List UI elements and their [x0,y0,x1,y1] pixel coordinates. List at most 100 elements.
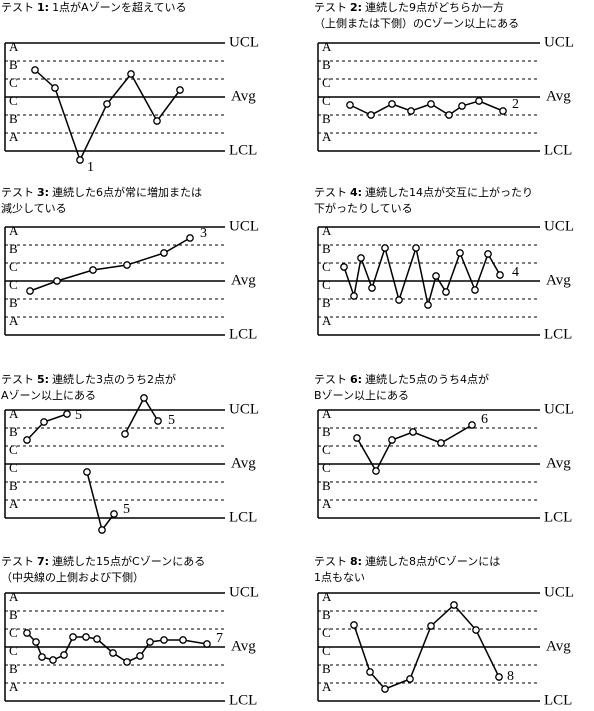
rule-panel: テスト 6: 連続した5点のうち4点がBゾーン以上にあるABCCBAUCLAvgLC… [314,372,574,525]
zone-label: A [322,406,332,421]
data-point [23,436,31,444]
point-label: 1 [87,160,94,175]
title-text: （上側または下側）のCゾーン以上にある [314,17,519,30]
panel-title: Aゾーン以上にある [1,389,96,402]
panel-title: テスト 5: 連続した3点のうち2点が [1,372,176,386]
zone-label: B [322,424,331,439]
point-label: 6 [481,412,488,427]
panel-title: テスト 8: 連続した8点がCゾーンには [314,554,500,568]
data-point [109,649,117,657]
data-point [154,417,162,425]
data-point [437,439,445,447]
data-line [29,237,191,292]
title-prefix: テスト [314,555,347,568]
zone-label: B [9,478,18,493]
title-prefix: テスト [1,373,34,386]
title-text: 1点がAゾーンを超えている [52,0,186,14]
lcl-label: LCL [544,142,572,158]
panel-title: （中央線の上側および下側） [1,570,144,584]
lcl-label: LCL [544,509,572,525]
zone-label: B [9,295,18,310]
data-point [484,250,492,258]
data-point [412,244,420,252]
data-point [388,436,396,444]
title-text: 下がったりしている [314,201,413,215]
zone-label: A [322,313,332,328]
lcl-label: LCL [229,142,257,158]
ucl-label: UCL [544,34,574,50]
ucl-label: UCL [229,218,259,234]
data-point [32,638,40,646]
zone-label: B [9,57,18,72]
zone-label: A [322,679,332,694]
panel-title: テスト 4: 連続した14点が交互に上がったり [314,185,533,199]
zone-label: A [322,39,332,54]
title-text: 連続した6点が常に増加または [52,185,202,199]
zone-label: C [9,442,18,457]
title-number: 8: [350,555,362,568]
title-number: 6: [350,373,362,386]
title-text: 連続した8点がCゾーンには [365,554,500,568]
ucl-label: UCL [544,401,574,417]
panel-title: テスト 7: 連続した15点がCゾーンにある [1,554,205,568]
data-point [372,467,380,475]
panel-title: 減少している [1,201,67,215]
zone-label: B [322,661,331,676]
avg-label: Avg [231,638,256,654]
data-point [340,263,348,271]
data-point [432,272,440,280]
data-point [186,234,194,242]
zone-label: B [322,295,331,310]
title-number: 7: [37,555,49,568]
data-point [368,284,376,292]
data-point [409,428,417,436]
data-point [353,434,361,442]
data-point [49,656,57,664]
title-prefix: テスト [1,1,34,14]
title-prefix: テスト [314,186,347,199]
ucl-label: UCL [229,401,259,417]
title-prefix: テスト [314,1,347,14]
data-line [26,413,68,441]
title-text: 1点もない [314,571,365,584]
panel-title: テスト 1: 1点がAゾーンを超えている [1,0,187,14]
rule-panel: テスト 7: 連続した15点がCゾーンにある（中央線の上側および下側）ABCCBAU… [1,554,259,708]
zone-label: B [322,478,331,493]
data-point [472,626,480,634]
data-point [51,84,59,92]
zone-label: A [9,496,19,511]
data-point [471,286,479,294]
data-point [406,675,414,683]
zone-label: B [322,111,331,126]
panel-title: テスト 2: 連続した9点がどちらか一方 [314,0,504,14]
zone-label: C [322,277,331,292]
data-point [83,468,91,476]
data-point [160,249,168,257]
data-point [38,653,46,661]
rule-panel: テスト 5: 連続した3点のうち2点がAゾーン以上にあるABCCBAUCLAvgLC… [1,372,259,534]
zone-label: A [9,679,19,694]
data-point [427,100,435,108]
point-label: 5 [168,413,175,428]
data-point [82,633,90,641]
data-point [53,277,61,285]
point-label: 5 [75,408,82,423]
zone-label: A [9,223,19,238]
panel-title: （上側または下側）のCゾーン以上にある [314,17,519,30]
title-text: （中央線の上側および下側） [1,570,144,584]
data-point [442,288,450,296]
zone-label: C [322,643,331,658]
data-point [499,107,507,115]
zone-label: B [9,607,18,622]
data-point [468,421,476,429]
zone-label: A [9,406,19,421]
data-point [357,254,365,262]
data-point [140,394,148,402]
data-point [456,249,464,257]
data-point [395,296,403,304]
zone-label: C [322,259,331,274]
data-point [346,101,354,109]
lcl-label: LCL [229,326,257,342]
